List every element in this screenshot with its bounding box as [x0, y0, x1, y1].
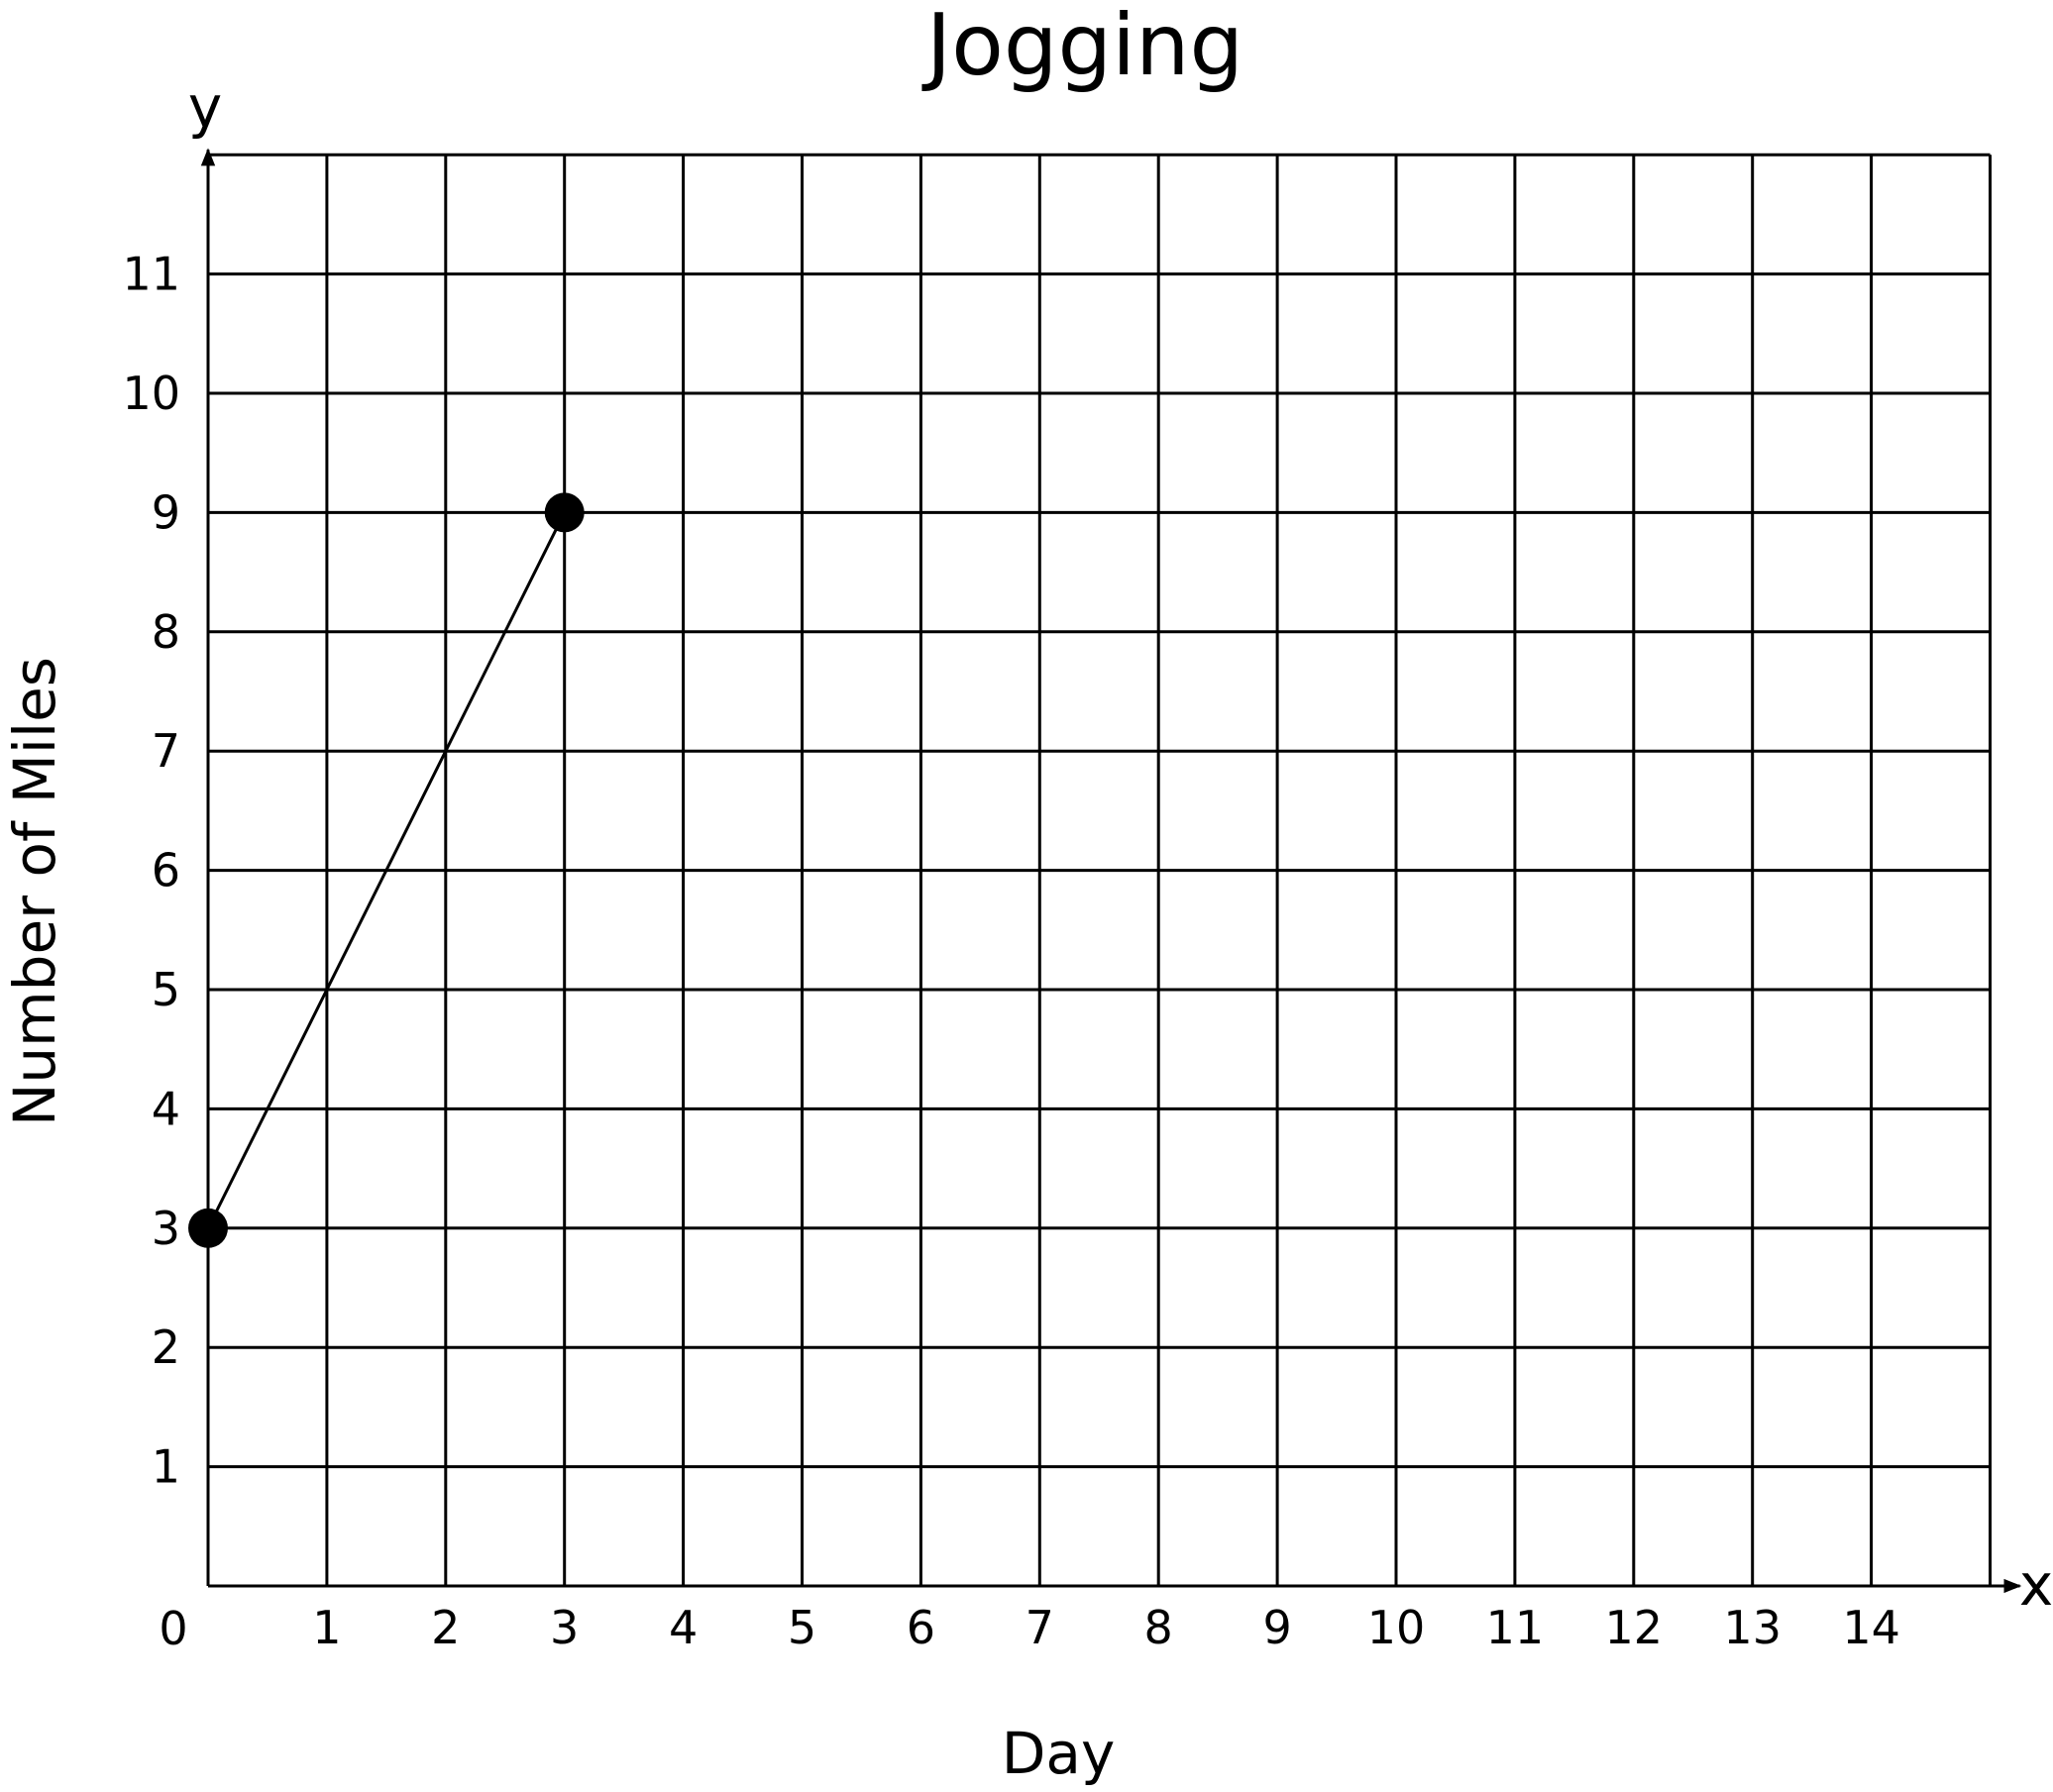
x-tick-label: 7 — [1026, 1601, 1054, 1654]
origin-label: 0 — [159, 1602, 187, 1655]
x-tick-label: 12 — [1605, 1601, 1664, 1654]
x-axis-title: Day — [1002, 1720, 1116, 1787]
axes — [200, 148, 2022, 1594]
x-axis-letter: x — [2019, 1551, 2053, 1619]
y-axis-title: Number of Miles — [1, 657, 68, 1126]
y-tick-label: 2 — [152, 1320, 180, 1374]
x-tick-label: 8 — [1144, 1601, 1173, 1654]
series — [188, 492, 585, 1248]
y-tick-label: 11 — [122, 248, 180, 301]
y-tick-labels: 1 2 3 4 5 6 7 8 9 10 11 — [122, 248, 180, 1494]
x-tick-label: 6 — [907, 1601, 935, 1654]
grid — [208, 153, 1992, 1586]
y-axis-letter: y — [188, 73, 222, 141]
x-tick-label: 9 — [1262, 1601, 1291, 1654]
x-tick-label: 2 — [431, 1601, 460, 1654]
x-tick-label: 14 — [1842, 1601, 1900, 1654]
x-tick-label: 4 — [669, 1601, 698, 1654]
x-tick-label: 11 — [1486, 1601, 1545, 1654]
y-tick-label: 6 — [152, 844, 180, 897]
data-point — [188, 1208, 228, 1248]
chart-title: Jogging — [921, 0, 1243, 95]
x-tick-label: 3 — [550, 1601, 579, 1654]
x-tick-label: 5 — [788, 1601, 816, 1654]
y-tick-label: 3 — [152, 1202, 180, 1255]
x-tick-labels: 1 2 3 4 5 6 7 8 9 10 11 12 13 14 — [312, 1601, 1900, 1654]
y-tick-label: 9 — [152, 485, 180, 539]
y-tick-label: 5 — [152, 963, 180, 1016]
y-tick-label: 7 — [152, 724, 180, 778]
y-tick-label: 1 — [152, 1440, 180, 1494]
x-tick-label: 13 — [1723, 1601, 1782, 1654]
data-point — [544, 492, 585, 533]
series-line — [206, 511, 567, 1229]
x-tick-label: 10 — [1367, 1601, 1426, 1654]
y-tick-label: 10 — [122, 367, 180, 420]
y-tick-label: 8 — [152, 605, 180, 659]
x-tick-label: 1 — [312, 1601, 341, 1654]
y-tick-label: 4 — [152, 1082, 180, 1135]
